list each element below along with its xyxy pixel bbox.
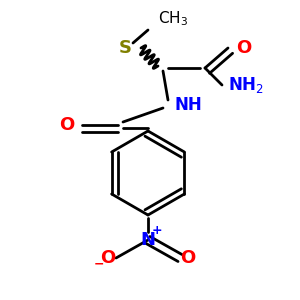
Text: O: O [236, 39, 251, 57]
Text: O: O [180, 249, 196, 267]
Text: O: O [100, 249, 116, 267]
Text: N: N [140, 231, 155, 249]
Text: O: O [59, 116, 74, 134]
Text: S: S [118, 39, 131, 57]
Text: −: − [94, 257, 104, 271]
Text: +: + [152, 224, 162, 238]
Text: NH: NH [174, 96, 202, 114]
Text: CH$_3$: CH$_3$ [158, 10, 188, 28]
Text: NH$_2$: NH$_2$ [228, 75, 264, 95]
